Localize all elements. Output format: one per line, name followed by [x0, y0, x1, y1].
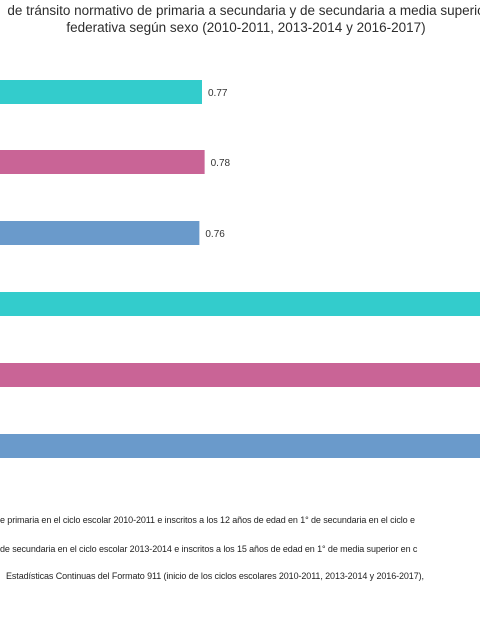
bar-chart: 0.77 0.78 0.76: [0, 80, 480, 458]
chart-title-line-1: de tránsito normativo de primaria a secu…: [7, 3, 480, 18]
bar-3: [0, 221, 200, 245]
bar-4: [0, 292, 480, 316]
data-label-1: 0.77: [208, 88, 228, 99]
bar-6: [0, 434, 480, 458]
footnote-2: de secundaria en el ciclo escolar 2013-2…: [0, 544, 418, 554]
chart-title: de tránsito normativo de primaria a secu…: [0, 2, 480, 36]
data-label-2: 0.78: [211, 158, 231, 169]
chart-title-line-2: federativa según sexo (2010-2011, 2013-2…: [66, 20, 426, 35]
bar-1: [0, 80, 202, 104]
data-label-3: 0.76: [205, 229, 225, 240]
bar-5: [0, 363, 480, 387]
bar-2: [0, 150, 205, 174]
source-note: Estadísticas Continuas del Formato 911 (…: [6, 571, 424, 581]
footnote-1: e primaria en el ciclo escolar 2010-2011…: [0, 515, 415, 525]
